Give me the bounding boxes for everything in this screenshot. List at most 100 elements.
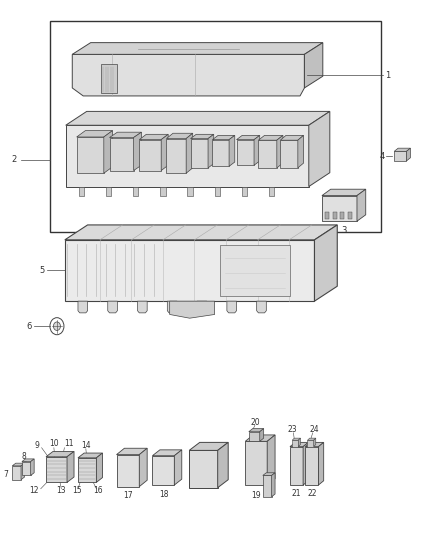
- Polygon shape: [298, 135, 304, 168]
- Polygon shape: [167, 301, 177, 313]
- Bar: [333, 212, 337, 219]
- Text: 18: 18: [159, 490, 169, 498]
- Polygon shape: [46, 451, 74, 457]
- Polygon shape: [249, 432, 260, 441]
- Polygon shape: [134, 132, 141, 171]
- Bar: [160, 187, 166, 196]
- Polygon shape: [139, 448, 147, 487]
- Text: 8: 8: [22, 453, 26, 461]
- Polygon shape: [304, 43, 323, 88]
- Bar: [133, 187, 138, 196]
- Polygon shape: [21, 463, 25, 480]
- Text: 13: 13: [57, 487, 66, 495]
- Text: 22: 22: [308, 489, 318, 498]
- Polygon shape: [12, 466, 21, 480]
- Polygon shape: [245, 435, 275, 441]
- Bar: [242, 187, 247, 196]
- Polygon shape: [229, 135, 235, 166]
- Text: 14: 14: [81, 441, 91, 449]
- Polygon shape: [191, 139, 208, 168]
- Polygon shape: [237, 140, 254, 165]
- Polygon shape: [46, 457, 67, 482]
- Polygon shape: [357, 189, 366, 221]
- Bar: [348, 212, 352, 219]
- Polygon shape: [314, 225, 337, 301]
- Text: 21: 21: [292, 489, 301, 498]
- Polygon shape: [191, 134, 214, 139]
- Text: 5: 5: [39, 266, 45, 275]
- Polygon shape: [314, 438, 316, 447]
- Polygon shape: [65, 240, 314, 301]
- Text: 1: 1: [385, 71, 391, 79]
- Polygon shape: [219, 245, 290, 296]
- Polygon shape: [117, 448, 147, 455]
- Polygon shape: [96, 453, 102, 482]
- Text: 7: 7: [3, 470, 8, 479]
- Polygon shape: [139, 140, 161, 171]
- Polygon shape: [22, 459, 34, 462]
- Polygon shape: [290, 447, 303, 485]
- Polygon shape: [254, 135, 260, 165]
- Polygon shape: [104, 131, 113, 173]
- Polygon shape: [237, 135, 260, 140]
- Polygon shape: [152, 456, 174, 485]
- Text: 16: 16: [93, 487, 103, 495]
- Polygon shape: [66, 125, 309, 187]
- Polygon shape: [292, 440, 298, 447]
- Polygon shape: [189, 450, 218, 488]
- Polygon shape: [258, 135, 283, 140]
- Polygon shape: [208, 134, 214, 168]
- Polygon shape: [290, 442, 308, 447]
- Polygon shape: [260, 429, 264, 441]
- Polygon shape: [298, 438, 300, 447]
- Polygon shape: [189, 442, 228, 450]
- Text: 24: 24: [309, 425, 319, 434]
- Polygon shape: [394, 148, 410, 151]
- Polygon shape: [212, 135, 235, 140]
- Circle shape: [53, 322, 60, 330]
- Polygon shape: [218, 442, 228, 488]
- Polygon shape: [197, 301, 207, 313]
- Polygon shape: [77, 137, 104, 173]
- Polygon shape: [78, 301, 88, 313]
- Polygon shape: [280, 135, 304, 140]
- Text: 6: 6: [26, 322, 32, 330]
- Polygon shape: [110, 132, 141, 138]
- Polygon shape: [280, 140, 298, 168]
- Polygon shape: [139, 134, 168, 140]
- Polygon shape: [212, 140, 229, 166]
- Polygon shape: [65, 225, 337, 240]
- Polygon shape: [108, 301, 117, 313]
- Polygon shape: [77, 131, 113, 137]
- Polygon shape: [22, 462, 31, 475]
- Text: 2: 2: [11, 156, 17, 164]
- Polygon shape: [227, 301, 237, 313]
- Polygon shape: [12, 463, 25, 466]
- Bar: [79, 187, 84, 196]
- Polygon shape: [72, 43, 323, 54]
- Polygon shape: [186, 133, 193, 173]
- Polygon shape: [277, 135, 283, 168]
- Text: 10: 10: [49, 440, 59, 448]
- Bar: [340, 212, 344, 219]
- Polygon shape: [292, 438, 300, 440]
- Polygon shape: [322, 196, 357, 221]
- Polygon shape: [263, 475, 272, 497]
- Polygon shape: [309, 111, 330, 187]
- Text: 23: 23: [287, 425, 297, 434]
- Polygon shape: [305, 447, 318, 485]
- Bar: [106, 187, 111, 196]
- Polygon shape: [249, 429, 264, 432]
- Text: 15: 15: [72, 487, 81, 495]
- Polygon shape: [66, 111, 330, 125]
- Text: 12: 12: [29, 487, 39, 495]
- Polygon shape: [394, 151, 406, 161]
- Polygon shape: [322, 189, 366, 196]
- Bar: [187, 187, 193, 196]
- Text: 4: 4: [379, 152, 385, 160]
- Text: 19: 19: [251, 491, 261, 500]
- Polygon shape: [263, 473, 275, 475]
- Polygon shape: [161, 134, 168, 171]
- Text: 20: 20: [250, 418, 260, 426]
- Text: 3: 3: [341, 227, 346, 235]
